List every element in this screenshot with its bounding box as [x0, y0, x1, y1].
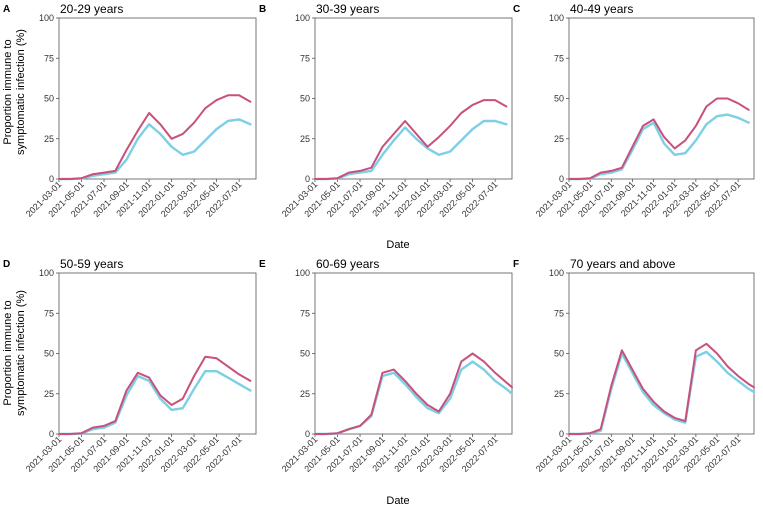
- y-axis-label-top-line2: symptomatic infection (%): [15, 29, 27, 155]
- series-line-blue: [57, 118, 252, 181]
- series-line-blue: [567, 113, 750, 181]
- y-tick-label: 75: [44, 53, 54, 63]
- panel-letter: A: [3, 4, 10, 15]
- y-tick-label: 50: [554, 94, 564, 104]
- panel-d: D 50-59 years02550751002021-03-012021-05-…: [3, 257, 257, 474]
- y-tick-label: 0: [305, 429, 310, 439]
- y-tick-label: 25: [554, 134, 564, 144]
- x-axis-label-top: Date: [386, 239, 409, 251]
- x-axis-label-bottom: Date: [386, 495, 409, 507]
- series-line-pink: [314, 352, 513, 435]
- panel-a: A 20-29 years02550751002021-03-012021-05-…: [3, 2, 257, 219]
- y-tick-label: 0: [559, 429, 564, 439]
- y-tick-label: 25: [554, 389, 564, 399]
- y-tick-label: 75: [554, 53, 564, 63]
- y-tick-label: 100: [295, 13, 310, 23]
- panel-letter: C: [513, 4, 520, 15]
- panel-f: F 70 years and above02550751002021-03-012…: [513, 257, 756, 474]
- y-tick-label: 0: [49, 174, 54, 184]
- y-tick-label: 50: [44, 94, 54, 104]
- panel-b: B 30-39 years02550751002021-03-012021-05-…: [259, 2, 513, 219]
- y-tick-label: 50: [44, 349, 54, 359]
- series-line-pink: [568, 97, 750, 180]
- y-tick-label: 0: [559, 174, 564, 184]
- series-line-blue: [57, 370, 252, 436]
- panel-c: C 40-49 years02550751002021-03-012021-05-…: [513, 2, 755, 219]
- y-tick-label: 100: [549, 13, 564, 23]
- y-tick-label: 25: [300, 134, 310, 144]
- y-tick-label: 50: [300, 94, 310, 104]
- series-line-pink: [58, 355, 252, 435]
- y-tick-label: 100: [295, 268, 310, 278]
- panel-title: 40-49 years: [570, 2, 633, 16]
- y-tick-label: 50: [554, 349, 564, 359]
- y-tick-label: 75: [300, 53, 310, 63]
- series-line-blue: [313, 119, 508, 181]
- series-line-blue: [313, 360, 514, 436]
- y-tick-label: 25: [44, 134, 54, 144]
- y-tick-label: 75: [554, 308, 564, 318]
- panel-title: 70 years and above: [570, 257, 676, 271]
- plot-frame: [58, 272, 257, 435]
- series-line-pink: [58, 94, 252, 180]
- series-line-pink: [568, 342, 755, 435]
- y-axis-label-top: Proportion immune to: [2, 39, 14, 144]
- y-tick-label: 0: [305, 174, 310, 184]
- plot-frame: [58, 17, 257, 180]
- y-tick-label: 100: [549, 268, 564, 278]
- y-axis-label-bottom-line2: symptomatic infection (%): [15, 290, 27, 416]
- panel-letter: B: [259, 4, 266, 15]
- plot-frame: [314, 17, 513, 180]
- y-tick-label: 75: [44, 308, 54, 318]
- y-tick-label: 50: [300, 349, 310, 359]
- y-tick-label: 75: [300, 308, 310, 318]
- y-tick-label: 100: [39, 13, 54, 23]
- panel-title: 30-39 years: [316, 2, 379, 16]
- plot-frame: [314, 272, 513, 435]
- panel-title: 60-69 years: [316, 257, 379, 271]
- panel-letter: E: [259, 259, 266, 270]
- y-axis-label-bottom: Proportion immune to: [2, 300, 14, 405]
- y-tick-label: 25: [300, 389, 310, 399]
- panel-letter: F: [513, 259, 519, 270]
- series-line-pink: [314, 99, 508, 180]
- panel-letter: D: [3, 259, 10, 270]
- y-tick-label: 100: [39, 268, 54, 278]
- panel-title: 50-59 years: [60, 257, 123, 271]
- panel-e: E 60-69 years02550751002021-03-012021-05-…: [259, 257, 514, 474]
- y-tick-label: 0: [49, 429, 54, 439]
- panels: A 20-29 years02550751002021-03-012021-05-…: [3, 2, 756, 474]
- panel-title: 20-29 years: [60, 2, 123, 16]
- y-tick-label: 25: [44, 389, 54, 399]
